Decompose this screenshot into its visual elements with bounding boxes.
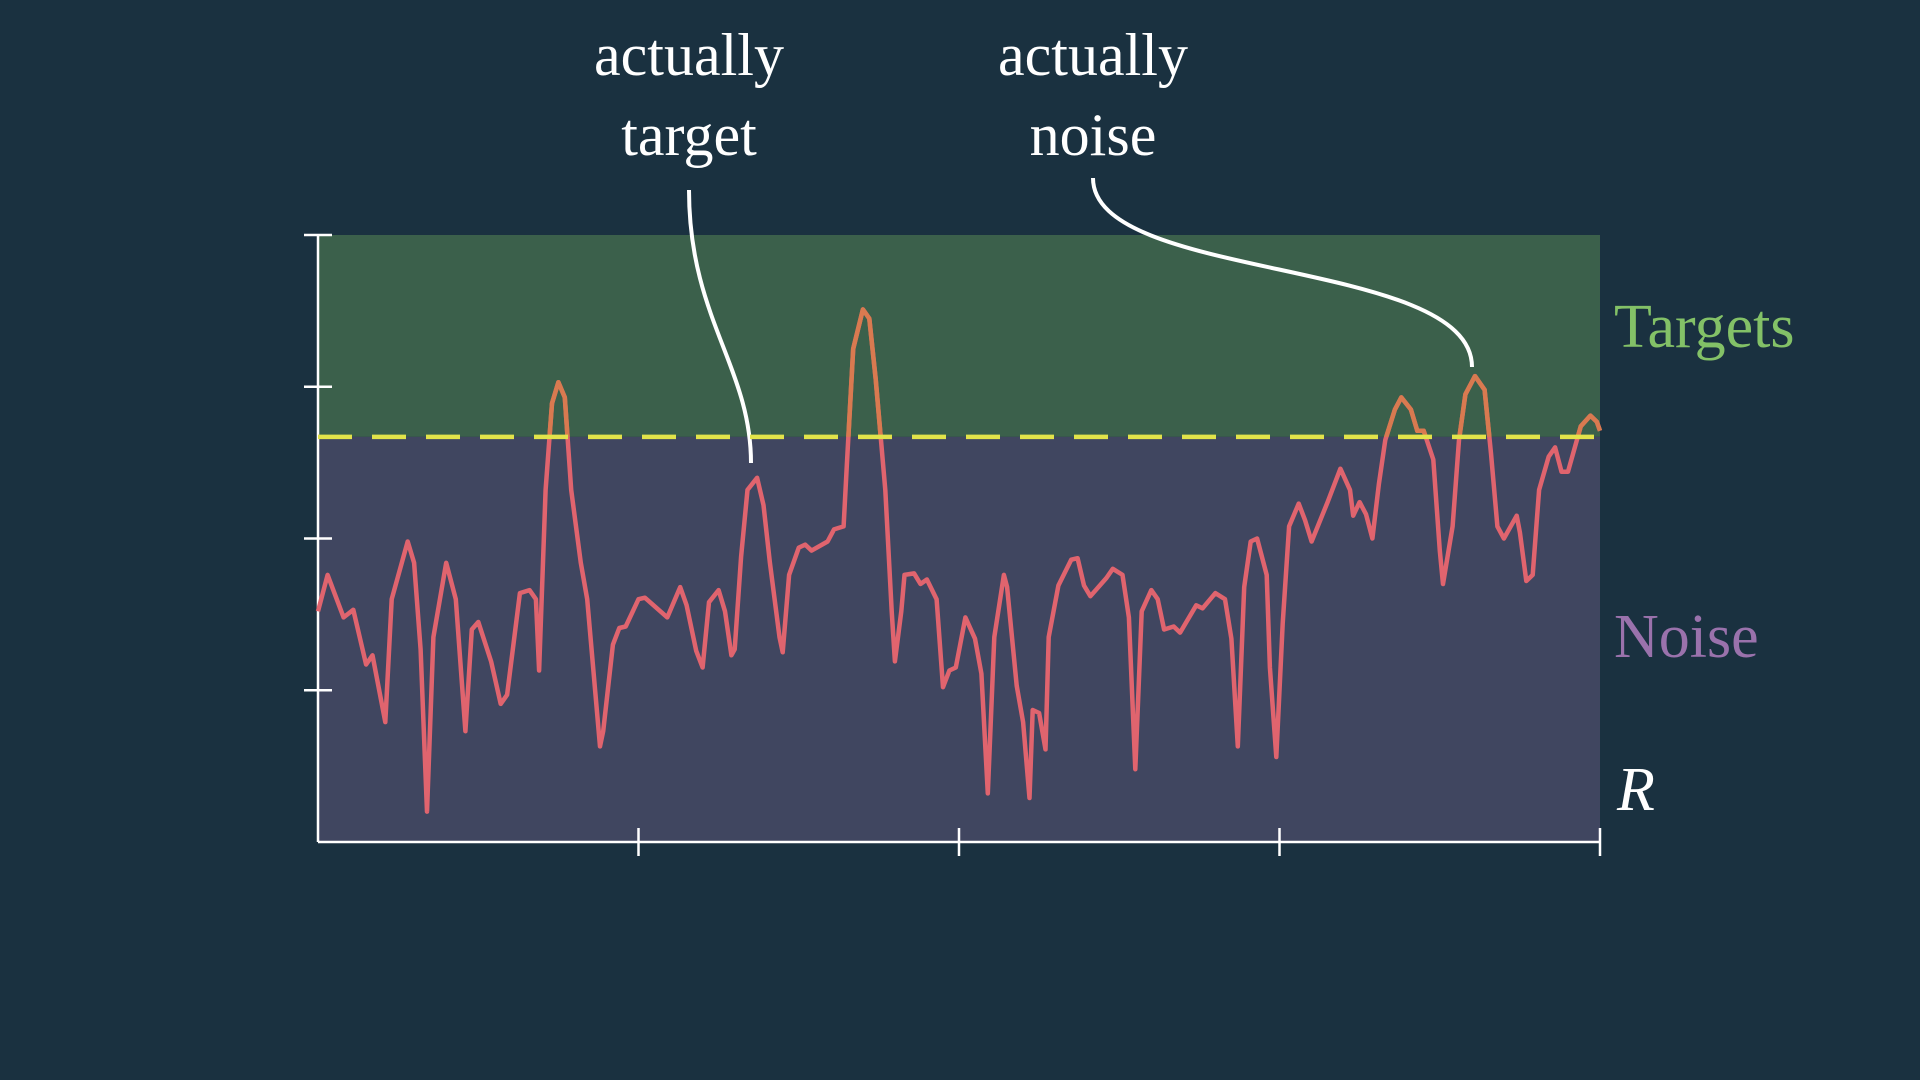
target-region — [318, 235, 1600, 437]
targets-label: Targets — [1614, 293, 1794, 361]
signal-line-above — [547, 307, 1603, 437]
pointer-noise — [1091, 177, 1474, 368]
noise-label: Noise — [1614, 603, 1759, 671]
annotation-text: actually — [998, 22, 1188, 88]
axis-label: R — [1616, 756, 1655, 824]
annotation-text: target — [621, 102, 757, 168]
pointer-target — [687, 189, 753, 464]
annotation-text: actually — [594, 22, 784, 88]
annotation-text: noise — [1030, 102, 1157, 168]
